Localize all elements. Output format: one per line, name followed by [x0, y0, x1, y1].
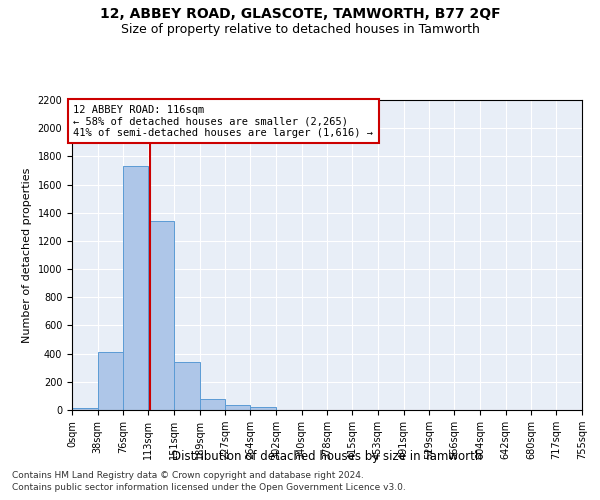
Text: Distribution of detached houses by size in Tamworth: Distribution of detached houses by size … [172, 450, 482, 463]
Bar [72, 408, 98, 410]
Bar [98, 352, 124, 410]
Text: Contains public sector information licensed under the Open Government Licence v3: Contains public sector information licen… [12, 484, 406, 492]
Y-axis label: Number of detached properties: Number of detached properties [22, 168, 32, 342]
Text: 12, ABBEY ROAD, GLASCOTE, TAMWORTH, B77 2QF: 12, ABBEY ROAD, GLASCOTE, TAMWORTH, B77 … [100, 8, 500, 22]
Bar [250, 407, 276, 410]
Text: Contains HM Land Registry data © Crown copyright and database right 2024.: Contains HM Land Registry data © Crown c… [12, 471, 364, 480]
Text: 12 ABBEY ROAD: 116sqm
← 58% of detached houses are smaller (2,265)
41% of semi-d: 12 ABBEY ROAD: 116sqm ← 58% of detached … [73, 104, 373, 138]
Bar [124, 166, 148, 410]
Bar [174, 362, 200, 410]
Bar [200, 398, 226, 410]
Text: Size of property relative to detached houses in Tamworth: Size of property relative to detached ho… [121, 22, 479, 36]
Bar [148, 221, 174, 410]
Bar [226, 405, 250, 410]
